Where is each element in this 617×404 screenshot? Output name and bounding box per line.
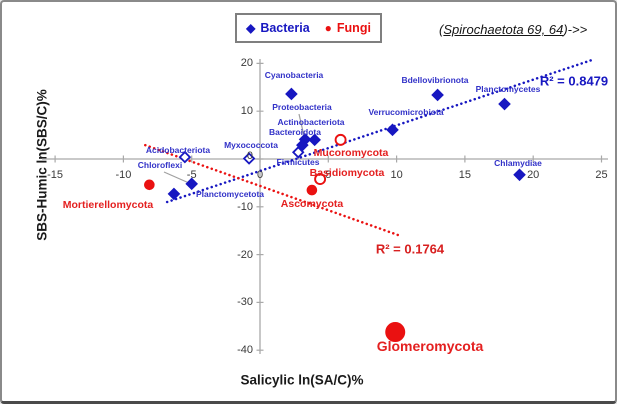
point-verrucomicrobiota <box>386 123 399 137</box>
point-bdellovibrionota <box>431 88 444 102</box>
point-basidiomycota <box>314 173 327 186</box>
point-planctomycetes <box>498 97 511 111</box>
legend: ◆ Bacteria ● Fungi <box>235 13 382 43</box>
callout-line-chloroflexi <box>163 171 190 184</box>
fungi-circle-icon: ● <box>324 21 332 35</box>
point-ascomycota <box>306 184 318 196</box>
point-glomeromycota <box>385 322 406 343</box>
callout-line-proteobacteria <box>298 113 305 137</box>
legend-label-fungi: Fungi <box>336 21 371 35</box>
annotation-prefix: ( <box>439 22 444 37</box>
point-planctomycetota <box>167 187 181 201</box>
point-myxococcota <box>242 152 256 165</box>
point-mucoromycota <box>334 133 347 146</box>
point-chloroflexi <box>185 177 199 191</box>
legend-item-bacteria: ◆ Bacteria <box>246 21 310 35</box>
point-mortierellomycota <box>144 179 155 191</box>
bacteria-diamond-icon: ◆ <box>246 21 256 35</box>
point-actinobacteriota <box>308 133 321 147</box>
spirochaetota-annotation: (Spirochaetota 69, 64)->> <box>439 22 587 37</box>
trendline-bacteria <box>165 57 596 204</box>
point-cyanobacteria <box>285 87 298 101</box>
point-firmicutes <box>291 146 305 159</box>
annotation-underlined-text: Spirochaetota 69, 64 <box>443 22 564 37</box>
point-chlamydiae <box>513 168 526 182</box>
annotation-suffix: )->> <box>563 22 588 37</box>
point-acidobacteriota <box>178 150 192 164</box>
legend-label-bacteria: Bacteria <box>260 21 310 35</box>
legend-item-fungi: ● Fungi <box>325 21 371 35</box>
x-axis-title: Salicylic ln(SA/C)% <box>240 372 364 388</box>
